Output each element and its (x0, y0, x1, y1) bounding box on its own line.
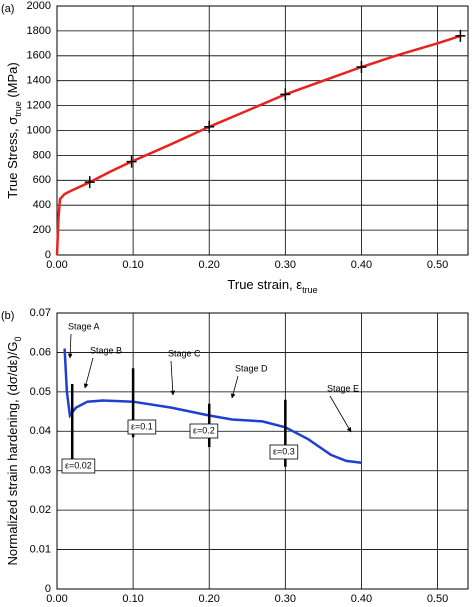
strain-label-box (61, 458, 96, 474)
y-axis-title-part: True Stress, σ (5, 117, 20, 199)
y-tick-label: 400 (33, 199, 51, 211)
plot-frame (56, 5, 469, 256)
x-tick-label: 0.00 (46, 259, 67, 271)
y-tick-label: 600 (33, 174, 51, 186)
y-tick-label: 1200 (27, 100, 51, 112)
y-axis-title: True Stress, σtrue (MPa) (5, 62, 23, 198)
x-tick-label: 0.20 (199, 259, 220, 271)
y-axis-title-part: Normalized strain hardening, (dσ/dε)/G (5, 341, 20, 565)
strain-label: ε=0.2 (193, 425, 215, 435)
x-tick-label: 0.50 (427, 593, 448, 605)
y-tick-label: 1600 (27, 50, 51, 62)
x-axis-title-part: True strain, ε (227, 277, 302, 292)
strain-label-box (269, 444, 299, 460)
y-tick-label: 0 (45, 249, 51, 261)
y-axis-title-part: 0 (13, 336, 23, 341)
stage-label: Stage B (90, 345, 122, 355)
y-tick-label: 0.04 (30, 425, 51, 437)
stage-arrow (67, 333, 73, 359)
y-tick-label: 0.01 (30, 543, 51, 555)
stage-arrow (170, 360, 176, 396)
strain-label: ε=0.1 (131, 421, 153, 431)
x-tick-label: 0.40 (351, 259, 372, 271)
y-tick-label: 0 (45, 583, 51, 595)
x-tick-label: 0.10 (122, 259, 143, 271)
y-tick-label: 0.03 (30, 465, 51, 477)
y-tick-label: 200 (33, 224, 51, 236)
stage-label: Stage D (235, 363, 268, 373)
stage-label: Stage A (68, 321, 100, 331)
y-tick-label: 0.02 (30, 504, 51, 516)
stage-label: Stage C (168, 348, 201, 358)
x-tick-label: 0.30 (275, 259, 296, 271)
x-tick-label: 0.20 (199, 593, 220, 605)
strain-label: ε=0.3 (273, 446, 295, 456)
x-axis-title: True strain, εtrue (227, 277, 317, 295)
x-tick-label: 0.30 (275, 593, 296, 605)
cross-marker (126, 155, 137, 168)
cross-marker (280, 88, 291, 101)
y-axis-title: Normalized strain hardening, (dσ/dε)/G0 (5, 336, 23, 565)
y-tick-label: 2000 (27, 0, 51, 12)
cross-marker (356, 61, 367, 74)
stage-arrow (230, 375, 239, 399)
y-tick-label: 800 (33, 149, 51, 161)
x-tick-label: 0.40 (351, 593, 372, 605)
y-tick-label: 1400 (27, 75, 51, 87)
cross-marker (204, 120, 215, 133)
stage-label: Stage E (327, 383, 359, 393)
y-tick-label: 0.06 (30, 346, 51, 358)
stage-arrow (83, 357, 94, 389)
data-line (55, 34, 461, 256)
x-tick-label: 0.50 (427, 259, 448, 271)
panel-label: (b) (1, 310, 14, 322)
plot-frame (56, 312, 469, 590)
y-axis-title-part: (MPa) (5, 62, 20, 101)
x-tick-label: 0.10 (122, 593, 143, 605)
cross-marker (84, 176, 95, 189)
panel-label: (a) (1, 3, 14, 15)
y-tick-label: 1000 (27, 124, 51, 136)
y-axis-title-part: true (13, 101, 23, 117)
data-line (63, 348, 362, 465)
y-tick-label: 0.07 (30, 307, 51, 319)
cross-marker (455, 29, 466, 42)
y-tick-label: 1800 (27, 25, 51, 37)
x-axis-title-part: true (302, 285, 318, 295)
x-tick-label: 0.00 (46, 593, 67, 605)
strain-label-box (189, 423, 219, 439)
strain-label: ε=0.02 (65, 460, 92, 470)
strain-label-box (127, 419, 157, 435)
stage-arrow (329, 395, 352, 433)
y-tick-label: 0.05 (30, 386, 51, 398)
